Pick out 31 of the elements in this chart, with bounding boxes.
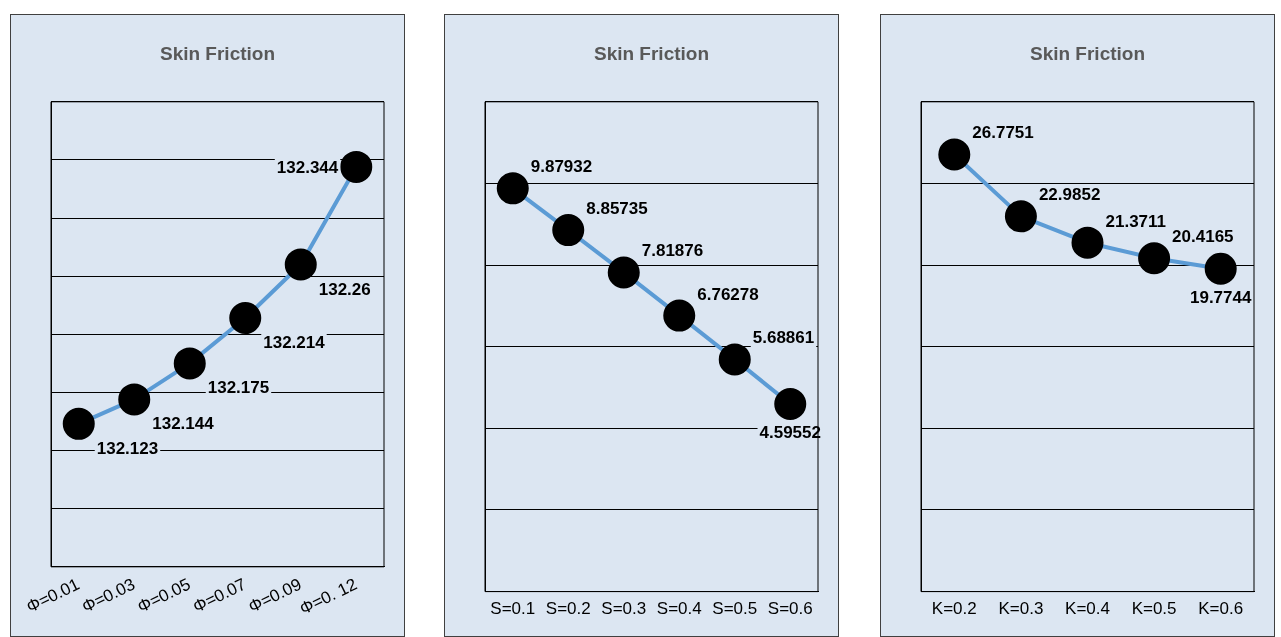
x-tick-label: K=0.4 [1065,599,1110,619]
x-tick-label: K=0.3 [998,599,1044,619]
chart-title: Skin Friction [1029,42,1146,64]
data-label: 19.7744 [1189,287,1252,307]
data-label: 4.59552 [759,423,821,443]
chart-title: Skin Friction [159,42,276,64]
data-label: 5.68861 [752,328,815,348]
data-label: 132.123 [96,438,159,458]
x-tick-label: S=0.3 [601,599,647,619]
data-label: 132.26 [318,279,371,299]
x-tick-label: S=0.6 [767,599,813,619]
x-tick-label: K=0.5 [1131,599,1177,619]
data-label: 8.85735 [586,199,648,219]
x-tick-label: S=0.1 [490,599,536,619]
x-tick-label: S=0.5 [712,599,758,619]
data-label: 20.4165 [1172,227,1234,247]
data-label: 132.175 [207,378,270,398]
x-tick-label: S=0.4 [656,599,702,619]
x-tick-label: S=0.2 [545,599,591,619]
data-label: 6.76278 [697,284,759,304]
data-label: 26.7751 [972,123,1034,143]
chart-title: Skin Friction [593,42,710,64]
data-label: 22.9852 [1038,185,1101,205]
data-label: 132.214 [263,333,326,353]
data-label: 21.3711 [1105,211,1167,231]
data-label: 132.344 [276,157,339,177]
data-label: 132.144 [152,414,215,434]
data-label: 9.87932 [530,157,593,177]
x-tick-label: K=0.6 [1198,599,1244,619]
data-label: 7.81876 [641,241,704,261]
x-tick-label: K=0.2 [931,599,977,619]
